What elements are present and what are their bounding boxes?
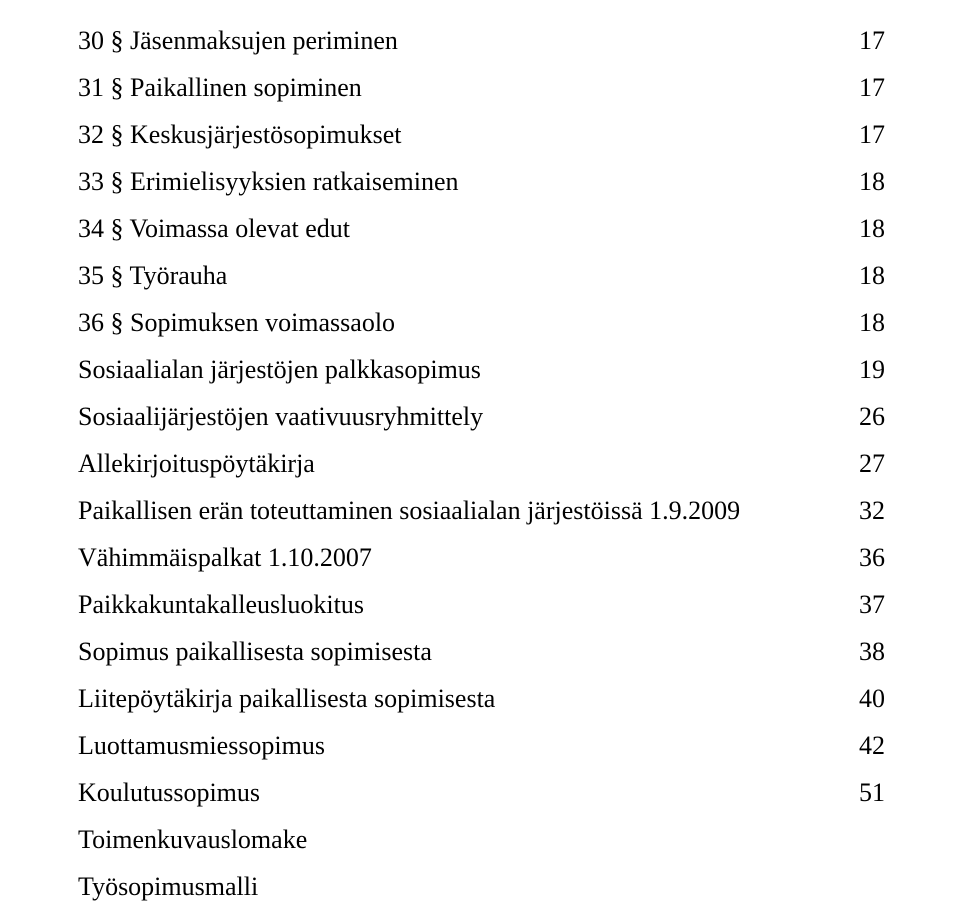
toc-entry-page: 18 <box>859 214 885 244</box>
toc-entry-page: 17 <box>859 120 885 150</box>
toc-entry-title: Sosiaalialan järjestöjen palkkasopimus <box>78 355 481 385</box>
toc-entry: 34 § Voimassa olevat edut 18 <box>78 214 885 244</box>
toc-entry: 33 § Erimielisyyksien ratkaiseminen 18 <box>78 167 885 197</box>
toc-entry-title: 30 § Jäsenmaksujen periminen <box>78 26 398 56</box>
toc-entry-title: Sopimus paikallisesta sopimisesta <box>78 637 432 667</box>
toc-entry-page: 26 <box>859 402 885 432</box>
toc-entry-title: Allekirjoituspöytäkirja <box>78 449 315 479</box>
toc-entry: Työsopimusmalli <box>78 872 885 902</box>
toc-entry: Liitepöytäkirja paikallisesta sopimisest… <box>78 684 885 714</box>
toc-entry-page: 18 <box>859 308 885 338</box>
toc-entry: Sosiaalialan järjestöjen palkkasopimus 19 <box>78 355 885 385</box>
toc-entry-title: Paikkakuntakalleusluokitus <box>78 590 364 620</box>
toc-entry-page: 51 <box>859 778 885 808</box>
toc-entry: 31 § Paikallinen sopiminen 17 <box>78 73 885 103</box>
toc-entry-page: 27 <box>859 449 885 479</box>
toc-entry: Koulutussopimus 51 <box>78 778 885 808</box>
toc-entry-title: Työsopimusmalli <box>78 872 258 902</box>
toc-entry-page: 40 <box>859 684 885 714</box>
toc-entry: 35 § Työrauha 18 <box>78 261 885 291</box>
toc-entry-page: 37 <box>859 590 885 620</box>
toc-entry-title: 32 § Keskusjärjestösopimukset <box>78 120 402 150</box>
toc-entry: Paikkakuntakalleusluokitus 37 <box>78 590 885 620</box>
toc-entry: 32 § Keskusjärjestösopimukset 17 <box>78 120 885 150</box>
toc-entry-title: 36 § Sopimuksen voimassaolo <box>78 308 395 338</box>
toc-entry: Sopimus paikallisesta sopimisesta 38 <box>78 637 885 667</box>
toc-page: 30 § Jäsenmaksujen periminen1731 § Paika… <box>0 0 960 902</box>
toc-entry-page: 17 <box>859 73 885 103</box>
toc-entry-title: Vähimmäispalkat 1.10.2007 <box>78 543 372 573</box>
toc-entry-title: Paikallisen erän toteuttaminen sosiaalia… <box>78 496 740 526</box>
toc-entry-title: Koulutussopimus <box>78 778 260 808</box>
toc-entry: Paikallisen erän toteuttaminen sosiaalia… <box>78 496 885 526</box>
toc-entry-page: 18 <box>859 167 885 197</box>
toc-entry-title: 33 § Erimielisyyksien ratkaiseminen <box>78 167 459 197</box>
toc-entry-title: Toimenkuvauslomake <box>78 825 307 855</box>
toc-entry: 30 § Jäsenmaksujen periminen 17 <box>78 26 885 56</box>
toc-entry-title: 34 § Voimassa olevat edut <box>78 214 350 244</box>
toc-entry: Sosiaalijärjestöjen vaativuusryhmittely 2… <box>78 402 885 432</box>
toc-entry: Luottamusmiessopimus 42 <box>78 731 885 761</box>
toc-entry-title: Liitepöytäkirja paikallisesta sopimisest… <box>78 684 495 714</box>
toc-entry-title: 35 § Työrauha <box>78 261 227 291</box>
toc-entry-page: 18 <box>859 261 885 291</box>
toc-entry-title: Sosiaalijärjestöjen vaativuusryhmittely <box>78 402 483 432</box>
toc-entry-page: 42 <box>859 731 885 761</box>
toc-entry-page: 38 <box>859 637 885 667</box>
toc-entry: Vähimmäispalkat 1.10.2007 36 <box>78 543 885 573</box>
toc-entry: 36 § Sopimuksen voimassaolo 18 <box>78 308 885 338</box>
toc-entry-title: Luottamusmiessopimus <box>78 731 325 761</box>
toc-entry-page: 19 <box>859 355 885 385</box>
toc-entry-title: 31 § Paikallinen sopiminen <box>78 73 362 103</box>
toc-entry-page: 32 <box>859 496 885 526</box>
toc-entry-page: 17 <box>859 26 885 56</box>
toc-entry-page: 36 <box>859 543 885 573</box>
toc-entry: Allekirjoituspöytäkirja 27 <box>78 449 885 479</box>
toc-entry: Toimenkuvauslomake <box>78 825 885 855</box>
